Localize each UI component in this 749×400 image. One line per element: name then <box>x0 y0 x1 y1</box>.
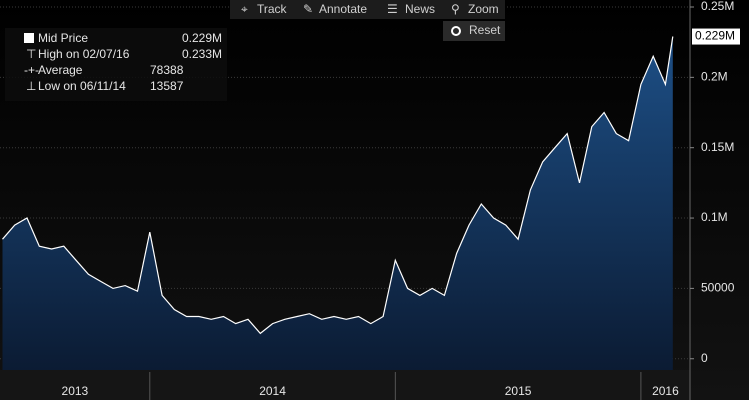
last-value-box <box>692 28 740 45</box>
x-tick-label: 2014 <box>259 384 286 398</box>
zoom-button[interactable]: Zoom <box>468 2 499 16</box>
toolbar-bg <box>230 0 505 19</box>
legend-icon: ⊥ <box>26 79 36 93</box>
reset-icon <box>451 26 461 36</box>
toolbar: ⌖ Track ✎ Annotate ☰ News ⚲ Zoom Reset <box>230 0 505 41</box>
legend-icon: ⊤ <box>26 47 36 61</box>
news-button[interactable]: News <box>405 2 435 16</box>
x-tick-label: 2013 <box>62 384 89 398</box>
line <box>2 36 674 335</box>
stat-name: Low on 06/11/14 <box>38 79 126 93</box>
stat-value: 78388 <box>150 63 184 77</box>
area <box>2 36 673 370</box>
news-icon: ☰ <box>387 2 398 16</box>
x-axis-band <box>0 370 690 400</box>
plot-area <box>0 6 690 370</box>
reset-bg[interactable] <box>443 21 505 41</box>
legend-last-value: 0.229M <box>182 31 222 45</box>
track-button[interactable]: Track <box>257 2 288 16</box>
reset-button[interactable]: Reset <box>469 23 501 37</box>
stat-value: 13587 <box>150 79 184 93</box>
stat-name: Average <box>38 63 83 77</box>
y-tick-label: 0.1M <box>701 210 728 224</box>
stat-name: High on 02/07/16 <box>38 47 130 61</box>
annotate-icon: ✎ <box>303 2 313 16</box>
legend-icon: -+- <box>24 63 39 77</box>
x-tick-label: 2016 <box>652 384 679 398</box>
legend-swatch <box>24 33 34 43</box>
legend-bg <box>5 28 227 101</box>
y-tick-label: 0.25M <box>701 0 734 13</box>
zoom-icon: ⚲ <box>451 2 460 16</box>
y-tick-label: 0.15M <box>701 140 734 154</box>
stat-value: 0.233M <box>182 47 222 61</box>
x-tick-label: 2015 <box>505 384 532 398</box>
y-tick-label: 50000 <box>701 281 735 295</box>
y-tick-label: 0.2M <box>701 70 728 84</box>
track-icon: ⌖ <box>241 2 248 16</box>
annotate-button[interactable]: Annotate <box>319 2 367 16</box>
legend-series: Mid Price <box>38 31 88 45</box>
legend: Mid Price 0.229M ⊤ High on 02/07/16 0.23… <box>5 28 227 101</box>
last-value-label: 0.229M <box>695 29 735 43</box>
y-tick-label: 0 <box>701 351 708 365</box>
